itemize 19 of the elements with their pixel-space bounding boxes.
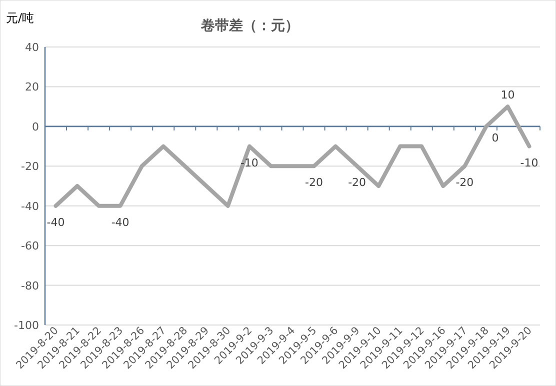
data-label: -20 — [456, 176, 474, 190]
chart-title: 卷带差（：元） — [200, 18, 299, 34]
y-tick-label: 0 — [32, 120, 39, 134]
data-label: 10 — [500, 88, 515, 102]
y-tick-label: -40 — [21, 200, 39, 213]
data-label: -40 — [111, 216, 130, 229]
data-label: -20 — [348, 176, 366, 190]
data-label: -20 — [305, 176, 324, 190]
data-label: 0 — [492, 131, 499, 144]
y-axis-title: 元/吨 — [6, 11, 34, 25]
y-tick-label: -60 — [21, 240, 39, 253]
y-tick-label: -20 — [21, 160, 39, 174]
y-tick-label: 20 — [25, 80, 39, 94]
data-label: -10 — [520, 156, 538, 170]
y-tick-label: 40 — [25, 41, 39, 54]
y-tick-label: -80 — [21, 279, 39, 292]
data-label: -10 — [240, 156, 258, 170]
data-label: -40 — [46, 216, 65, 229]
y-tick-label: -100 — [14, 319, 39, 332]
